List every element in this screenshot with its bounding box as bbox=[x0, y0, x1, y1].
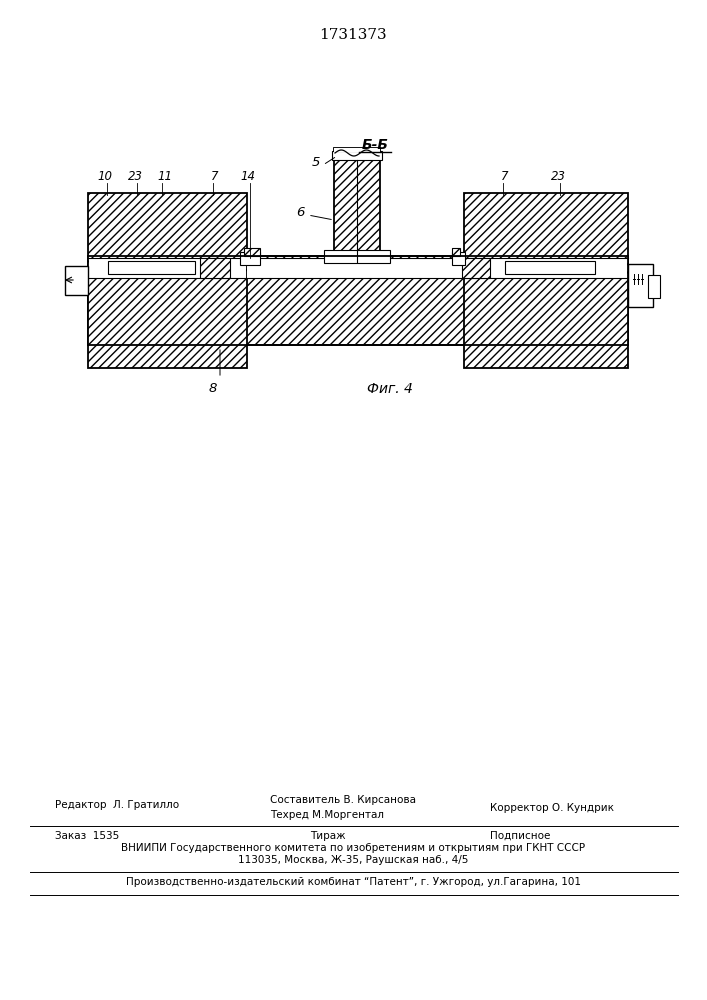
Bar bbox=[628, 264, 653, 307]
Bar bbox=[334, 148, 380, 258]
Bar bbox=[88, 256, 628, 345]
Bar bbox=[324, 250, 390, 263]
Text: ВНИИПИ Государственного комитета по изобретениям и открытиям при ГКНТ СССР: ВНИИПИ Государственного комитета по изоб… bbox=[121, 843, 585, 853]
Bar bbox=[452, 248, 460, 256]
Bar bbox=[244, 248, 260, 256]
Bar bbox=[648, 275, 660, 298]
Bar bbox=[462, 258, 490, 278]
Text: 1731373: 1731373 bbox=[319, 28, 387, 42]
Bar bbox=[452, 252, 465, 265]
Text: Заказ  1535: Заказ 1535 bbox=[55, 831, 119, 841]
Bar bbox=[88, 193, 247, 368]
Bar bbox=[247, 258, 464, 278]
Text: 7: 7 bbox=[501, 170, 509, 183]
Bar bbox=[464, 193, 628, 368]
Bar bbox=[462, 258, 490, 278]
Text: 11: 11 bbox=[158, 170, 173, 183]
Bar bbox=[464, 193, 628, 368]
Text: Производственно-издательский комбинат “Патент”, г. Ужгород, ул.Гагарина, 101: Производственно-издательский комбинат “П… bbox=[126, 877, 580, 887]
Bar bbox=[240, 252, 260, 265]
Text: Корректор О. Кундрик: Корректор О. Кундрик bbox=[490, 803, 614, 813]
Text: 7: 7 bbox=[211, 170, 218, 183]
Text: 23: 23 bbox=[551, 170, 566, 183]
Bar bbox=[505, 261, 595, 274]
Bar bbox=[88, 256, 628, 345]
Bar bbox=[200, 258, 230, 278]
Bar bbox=[465, 258, 627, 278]
Text: Редактор  Л. Гратилло: Редактор Л. Гратилло bbox=[55, 800, 179, 810]
Text: 23: 23 bbox=[127, 170, 143, 183]
Text: Составитель В. Кирсанова: Составитель В. Кирсанова bbox=[270, 795, 416, 805]
Text: 14: 14 bbox=[240, 170, 255, 183]
Bar bbox=[65, 266, 88, 295]
Text: 113035, Москва, Ж-35, Раушская наб., 4/5: 113035, Москва, Ж-35, Раушская наб., 4/5 bbox=[238, 855, 468, 865]
Text: 5: 5 bbox=[312, 155, 320, 168]
Text: Фиг. 4: Фиг. 4 bbox=[367, 382, 413, 396]
Bar bbox=[244, 248, 260, 256]
Text: 8: 8 bbox=[209, 382, 217, 395]
Text: Техред М.Моргентал: Техред М.Моргентал bbox=[270, 810, 384, 820]
Bar bbox=[89, 258, 246, 278]
Bar bbox=[452, 248, 460, 256]
Bar bbox=[334, 148, 380, 258]
Text: 10: 10 bbox=[98, 170, 112, 183]
Text: Б-Б: Б-Б bbox=[361, 138, 389, 152]
Text: Подписное: Подписное bbox=[490, 831, 550, 841]
Bar bbox=[108, 261, 195, 274]
Bar bbox=[334, 148, 380, 152]
Bar bbox=[200, 258, 230, 278]
Text: 6: 6 bbox=[297, 206, 305, 219]
Text: Тираж: Тираж bbox=[310, 831, 346, 841]
Bar bbox=[332, 151, 382, 160]
Bar bbox=[88, 193, 247, 368]
